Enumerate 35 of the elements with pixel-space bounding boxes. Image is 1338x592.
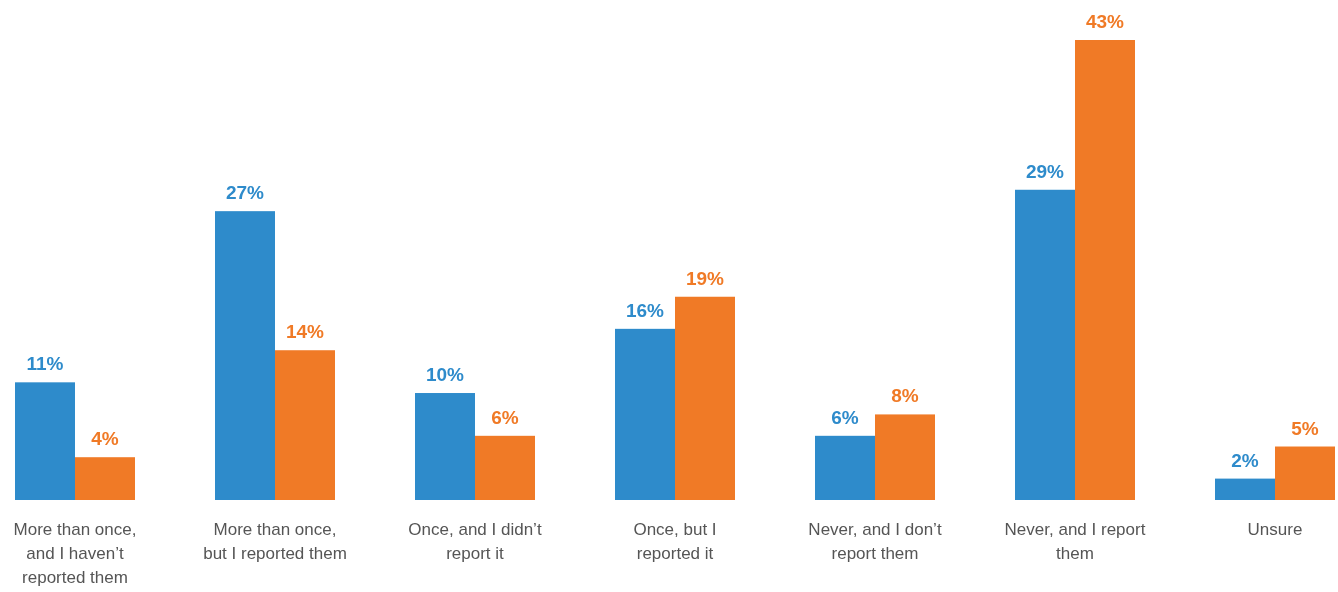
bar	[75, 457, 135, 500]
x-tick-label: More than once, but I reported them	[203, 520, 347, 563]
bar	[815, 435, 875, 500]
bar	[1275, 446, 1335, 500]
data-label: 11%	[26, 353, 64, 375]
data-label: 16%	[625, 299, 665, 321]
bar	[415, 393, 475, 500]
data-label: 6%	[491, 406, 519, 428]
data-label: 43%	[1085, 11, 1125, 32]
data-label: 8%	[891, 385, 919, 407]
x-tick-label: Once, and I didn’t report it	[408, 520, 542, 563]
bar	[475, 435, 535, 500]
x-tick-label: Never, and I report them	[1004, 520, 1146, 563]
x-tick-label: Once, but I reported it	[633, 520, 717, 563]
data-label: 29%	[1025, 160, 1065, 182]
bar	[1215, 478, 1275, 500]
bar	[675, 296, 735, 500]
data-label: 2%	[1231, 449, 1259, 471]
bar	[1075, 40, 1135, 500]
x-tick-label: Unsure	[1247, 520, 1303, 539]
bar	[875, 414, 935, 500]
data-label: 10%	[425, 364, 465, 386]
x-tick-label: Never, and I don’t report them	[808, 520, 942, 563]
data-label: 5%	[1291, 417, 1319, 439]
bar	[615, 328, 675, 500]
data-label: 6%	[831, 406, 859, 428]
bar	[215, 211, 275, 500]
data-label: 14%	[285, 321, 325, 343]
data-label: 4%	[91, 428, 119, 450]
bar	[1015, 189, 1075, 500]
data-label: 27%	[225, 182, 265, 204]
data-label: 19%	[685, 267, 725, 289]
bar	[15, 382, 75, 500]
bar	[275, 350, 335, 500]
x-tick-label: More than once, and I haven’t reported them	[13, 520, 137, 587]
